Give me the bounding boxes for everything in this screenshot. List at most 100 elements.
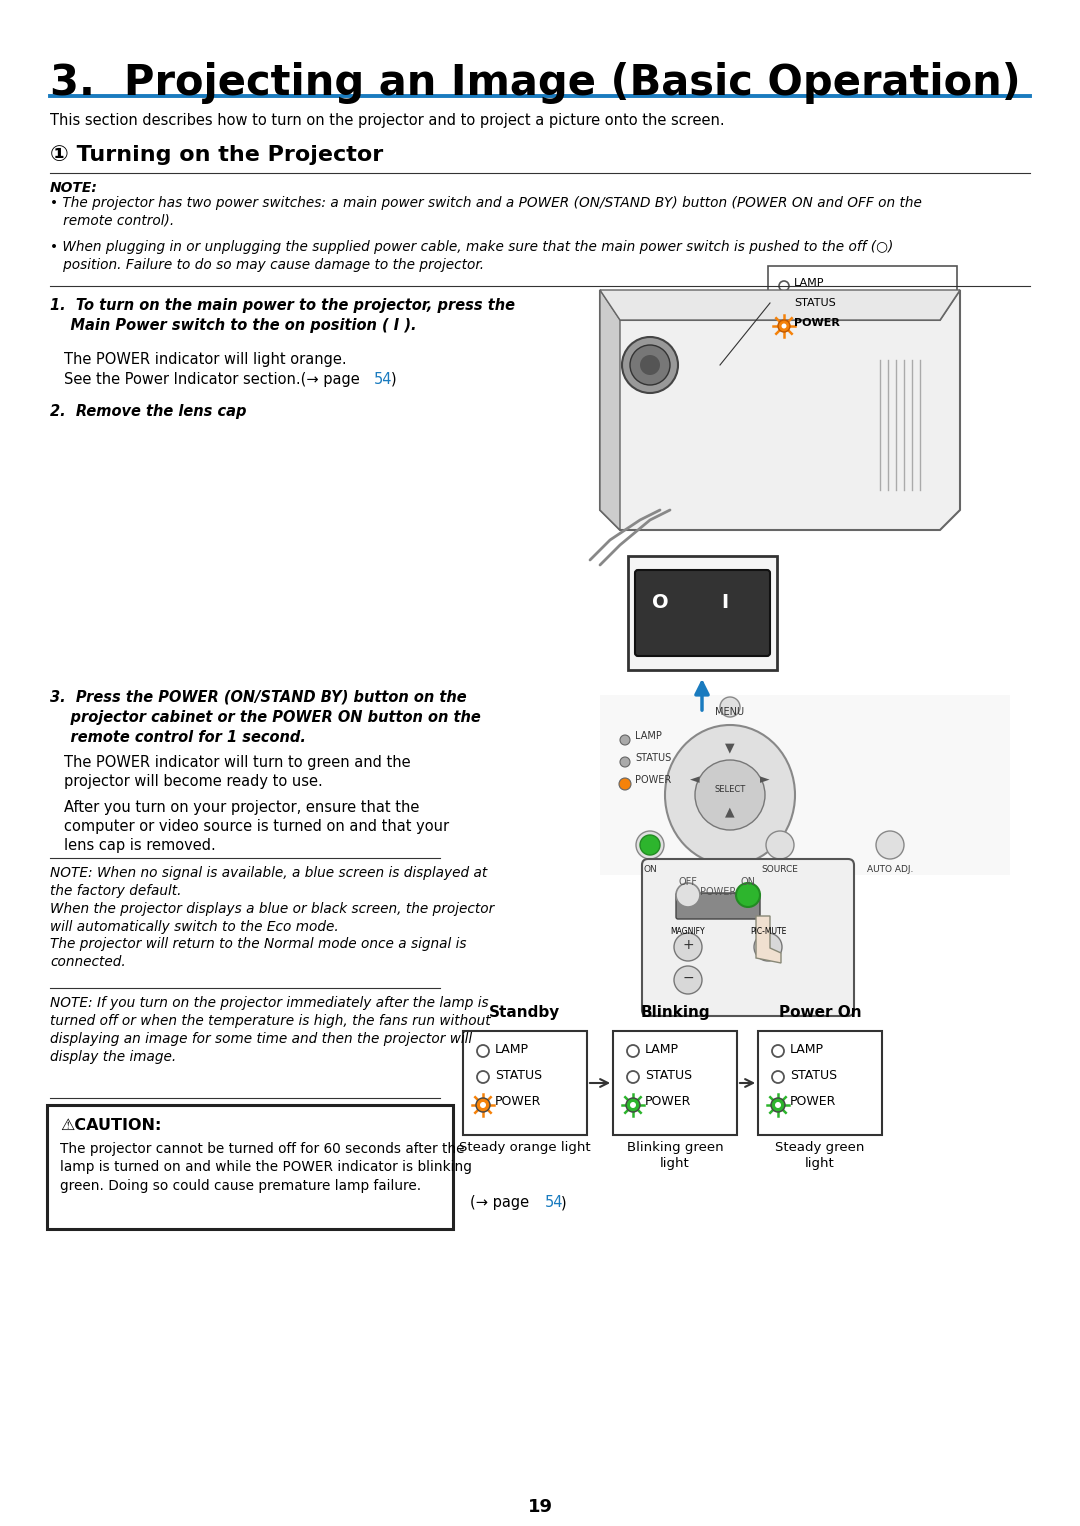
- Text: ▲: ▲: [725, 806, 734, 818]
- Text: Standby: Standby: [489, 1006, 561, 1019]
- Circle shape: [735, 884, 760, 906]
- Circle shape: [876, 832, 904, 859]
- Circle shape: [771, 1099, 785, 1112]
- Text: POWER: POWER: [700, 887, 737, 897]
- Circle shape: [622, 337, 678, 394]
- Text: STATUS: STATUS: [635, 752, 672, 763]
- Text: ►: ►: [760, 774, 770, 786]
- Text: PIC-MUTE: PIC-MUTE: [750, 926, 786, 935]
- Text: The POWER indicator will turn to green and the
projector will become ready to us: The POWER indicator will turn to green a…: [64, 755, 410, 789]
- Text: SOURCE: SOURCE: [761, 865, 798, 874]
- FancyBboxPatch shape: [48, 1105, 453, 1228]
- Text: 19: 19: [527, 1499, 553, 1515]
- Circle shape: [640, 835, 660, 855]
- Text: OFF: OFF: [678, 877, 698, 887]
- Polygon shape: [642, 868, 670, 919]
- Polygon shape: [600, 290, 960, 530]
- Text: Steady green
light: Steady green light: [775, 1141, 865, 1170]
- Polygon shape: [600, 290, 960, 320]
- Text: MENU: MENU: [715, 707, 744, 717]
- Text: O: O: [651, 594, 669, 612]
- FancyBboxPatch shape: [600, 694, 1010, 874]
- Text: ON: ON: [643, 865, 657, 874]
- Circle shape: [626, 1099, 640, 1112]
- Text: AUTO ADJ.: AUTO ADJ.: [867, 865, 914, 874]
- Text: This section describes how to turn on the projector and to project a picture ont: This section describes how to turn on th…: [50, 113, 725, 128]
- Circle shape: [630, 345, 670, 385]
- FancyBboxPatch shape: [635, 571, 770, 656]
- Text: STATUS: STATUS: [789, 1070, 837, 1082]
- Text: 3.  Press the POWER (ON/STAND BY) button on the
    projector cabinet or the POW: 3. Press the POWER (ON/STAND BY) button …: [50, 690, 481, 745]
- Text: 1.  To turn on the main power to the projector, press the
    Main Power switch : 1. To turn on the main power to the proj…: [50, 298, 515, 333]
- Polygon shape: [756, 916, 781, 963]
- Circle shape: [775, 1102, 781, 1108]
- Text: POWER: POWER: [635, 775, 672, 784]
- Circle shape: [640, 356, 660, 375]
- FancyBboxPatch shape: [613, 1032, 737, 1135]
- Text: NOTE:: NOTE:: [50, 182, 98, 195]
- Text: LAMP: LAMP: [635, 731, 662, 742]
- Text: • The projector has two power switches: a main power switch and a POWER (ON/STAN: • The projector has two power switches: …: [50, 195, 922, 227]
- Text: STATUS: STATUS: [495, 1070, 542, 1082]
- Circle shape: [476, 1099, 490, 1112]
- Circle shape: [674, 932, 702, 961]
- Circle shape: [620, 736, 630, 745]
- Circle shape: [674, 966, 702, 993]
- Text: ⚠CAUTION:: ⚠CAUTION:: [60, 1119, 161, 1132]
- Text: STATUS: STATUS: [794, 298, 836, 308]
- Text: ▼: ▼: [725, 742, 734, 754]
- Polygon shape: [600, 290, 620, 530]
- Text: • When plugging in or unplugging the supplied power cable, make sure that the ma: • When plugging in or unplugging the sup…: [50, 240, 893, 272]
- Text: After you turn on your projector, ensure that the
computer or video source is tu: After you turn on your projector, ensure…: [64, 800, 449, 853]
- Ellipse shape: [696, 760, 765, 830]
- Circle shape: [778, 320, 789, 333]
- Text: See the Power Indicator section.(→ page: See the Power Indicator section.(→ page: [64, 372, 364, 388]
- FancyBboxPatch shape: [642, 859, 854, 1016]
- Circle shape: [620, 757, 630, 768]
- FancyBboxPatch shape: [768, 266, 957, 349]
- Text: −: −: [683, 971, 693, 984]
- Text: STATUS: STATUS: [645, 1070, 692, 1082]
- Text: POWER: POWER: [794, 317, 840, 328]
- Text: +: +: [683, 938, 693, 952]
- Text: Steady orange light: Steady orange light: [459, 1141, 591, 1154]
- Circle shape: [782, 324, 786, 328]
- Text: I: I: [721, 594, 729, 612]
- FancyBboxPatch shape: [627, 555, 777, 670]
- Circle shape: [754, 932, 782, 961]
- Text: LAMP: LAMP: [794, 278, 824, 288]
- Ellipse shape: [665, 725, 795, 865]
- Text: Blinking green
light: Blinking green light: [626, 1141, 724, 1170]
- Circle shape: [636, 832, 664, 859]
- Text: 54: 54: [545, 1195, 564, 1210]
- Text: The projector cannot be turned off for 60 seconds after the
lamp is turned on an: The projector cannot be turned off for 6…: [60, 1141, 472, 1193]
- Text: POWER: POWER: [789, 1096, 836, 1108]
- FancyBboxPatch shape: [676, 893, 760, 919]
- FancyBboxPatch shape: [758, 1032, 882, 1135]
- Text: NOTE: When no signal is available, a blue screen is displayed at
the factory def: NOTE: When no signal is available, a blu…: [50, 865, 495, 969]
- Text: 54: 54: [374, 372, 392, 388]
- Circle shape: [619, 778, 631, 790]
- Circle shape: [676, 884, 700, 906]
- Text: Power On: Power On: [779, 1006, 862, 1019]
- FancyBboxPatch shape: [463, 1032, 588, 1135]
- Circle shape: [630, 1102, 636, 1108]
- Circle shape: [480, 1102, 486, 1108]
- Text: NOTE: If you turn on the projector immediately after the lamp is
turned off or w: NOTE: If you turn on the projector immed…: [50, 996, 490, 1064]
- Text: ① Turning on the Projector: ① Turning on the Projector: [50, 145, 383, 165]
- Text: ): ): [561, 1195, 567, 1210]
- Text: SELECT: SELECT: [714, 786, 745, 795]
- Circle shape: [766, 832, 794, 859]
- Text: LAMP: LAMP: [495, 1042, 529, 1056]
- Text: The POWER indicator will light orange.: The POWER indicator will light orange.: [64, 353, 347, 366]
- Text: POWER: POWER: [495, 1096, 541, 1108]
- Text: ◄: ◄: [690, 774, 700, 786]
- Text: LAMP: LAMP: [645, 1042, 679, 1056]
- Text: MAGNIFY: MAGNIFY: [671, 926, 705, 935]
- Text: 3.  Projecting an Image (Basic Operation): 3. Projecting an Image (Basic Operation): [50, 63, 1021, 104]
- Text: ): ): [391, 372, 396, 388]
- Text: ON: ON: [741, 877, 756, 887]
- Text: POWER: POWER: [645, 1096, 691, 1108]
- Text: Blinking: Blinking: [640, 1006, 710, 1019]
- Text: 2.  Remove the lens cap: 2. Remove the lens cap: [50, 404, 246, 420]
